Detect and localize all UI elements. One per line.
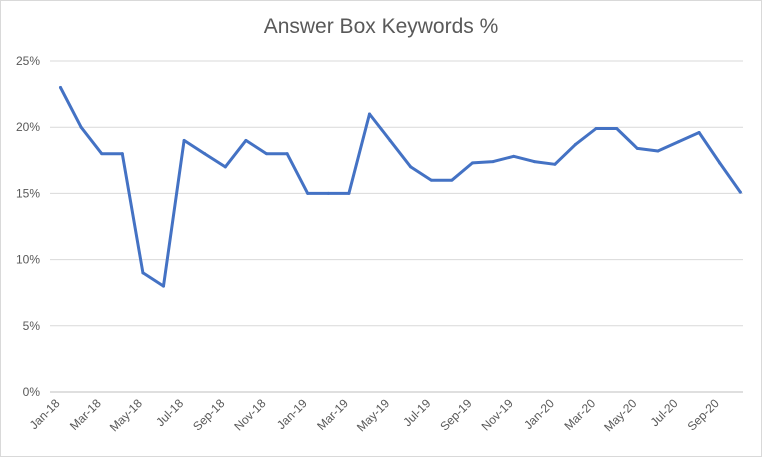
data-point bbox=[100, 152, 104, 156]
x-tick-label: Jan-20 bbox=[521, 396, 557, 432]
data-point bbox=[79, 125, 83, 129]
x-tick-label: Jul-19 bbox=[400, 396, 433, 429]
x-tick-label: Mar-20 bbox=[561, 396, 598, 433]
data-point bbox=[223, 165, 227, 169]
data-point bbox=[635, 146, 639, 150]
data-point bbox=[388, 138, 392, 142]
x-tick-label: Sep-19 bbox=[437, 396, 474, 433]
data-point bbox=[429, 178, 433, 182]
x-tick-label: Mar-18 bbox=[67, 396, 104, 433]
x-tick-label: Mar-19 bbox=[314, 396, 351, 433]
data-point bbox=[697, 130, 701, 134]
data-point bbox=[471, 161, 474, 165]
data-point bbox=[553, 162, 557, 166]
y-tick-label: 15% bbox=[16, 186, 40, 200]
x-tick-label: May-20 bbox=[601, 396, 639, 434]
y-tick-label: 25% bbox=[16, 54, 40, 68]
data-point bbox=[265, 152, 268, 156]
data-point bbox=[594, 127, 598, 131]
y-tick-label: 5% bbox=[23, 319, 41, 333]
y-tick-label: 10% bbox=[16, 253, 40, 267]
x-tick-label: May-19 bbox=[354, 396, 392, 434]
data-point bbox=[59, 85, 62, 89]
data-point bbox=[141, 271, 145, 275]
y-tick-label: 20% bbox=[16, 120, 40, 134]
data-point bbox=[203, 152, 207, 156]
x-tick-label: Jan-19 bbox=[274, 396, 310, 432]
data-point bbox=[285, 152, 289, 156]
data-point bbox=[718, 161, 722, 165]
x-tick-label: Sep-20 bbox=[685, 396, 722, 433]
data-point bbox=[615, 127, 619, 131]
data-point bbox=[491, 160, 495, 164]
x-tick-label: Sep-18 bbox=[190, 396, 227, 433]
data-point bbox=[738, 190, 742, 194]
series-line bbox=[59, 86, 742, 288]
data-point bbox=[656, 149, 660, 153]
x-tick-label: Nov-19 bbox=[479, 396, 516, 433]
data-point bbox=[574, 142, 577, 146]
data-point bbox=[409, 165, 413, 169]
data-point bbox=[244, 138, 248, 142]
y-tick-label: 0% bbox=[23, 385, 41, 399]
data-point bbox=[532, 160, 536, 164]
data-point bbox=[182, 138, 186, 142]
data-point bbox=[347, 191, 351, 195]
data-point bbox=[677, 140, 680, 144]
x-tick-label: Nov-18 bbox=[231, 396, 268, 433]
data-point bbox=[368, 112, 371, 116]
data-point bbox=[120, 152, 124, 156]
chart-title: Answer Box Keywords % bbox=[263, 15, 499, 38]
data-point bbox=[512, 154, 516, 158]
data-point bbox=[326, 191, 330, 195]
x-tick-label: May-18 bbox=[107, 396, 145, 434]
data-point bbox=[450, 178, 454, 182]
data-point bbox=[162, 284, 165, 288]
x-tick-label: Jul-20 bbox=[648, 396, 681, 429]
x-tick-label: Jan-18 bbox=[27, 396, 63, 432]
data-point bbox=[306, 191, 310, 195]
x-tick-label: Jul-18 bbox=[153, 396, 186, 429]
